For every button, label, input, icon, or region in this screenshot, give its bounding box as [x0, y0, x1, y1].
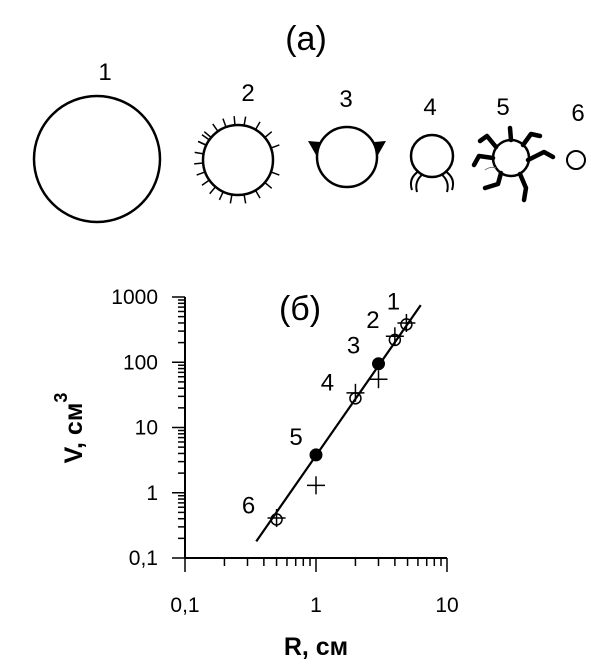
- cilium: [233, 116, 236, 126]
- x-ticks: 0,1 1 10: [170, 558, 459, 617]
- y-tick-label: 0,1: [129, 547, 158, 570]
- cilium: [212, 123, 219, 132]
- cilium: [254, 121, 261, 131]
- cilium: [254, 189, 261, 199]
- markers: [267, 313, 416, 528]
- cilium: [264, 131, 273, 139]
- cilium: [194, 162, 204, 165]
- shape-6-number: 6: [571, 100, 584, 127]
- point-label: 4: [321, 369, 334, 396]
- shape-3-number: 3: [339, 86, 352, 113]
- point-label: 5: [289, 424, 302, 451]
- y-tick-label: 1: [146, 482, 158, 505]
- x-axis-title: R, см: [284, 633, 348, 661]
- small-plain-circle-icon: [566, 150, 586, 170]
- y-tick-label: 10: [135, 417, 158, 440]
- shape-4-number: 4: [423, 94, 436, 121]
- cilium: [243, 116, 247, 126]
- circle-with-six-bent-arms-icon: [471, 125, 556, 203]
- panel-a: (a) 1 2 3 4 5: [32, 20, 586, 224]
- shape-1-number: 1: [98, 59, 111, 86]
- cilium: [201, 134, 210, 141]
- open-circle-marker: [388, 333, 402, 347]
- x-tick-label: 10: [435, 594, 458, 617]
- fit-line-group: [255, 304, 422, 542]
- cilium: [270, 144, 280, 149]
- cilium: [270, 171, 280, 176]
- circle-with-two-curved-legs-icon: [409, 133, 455, 193]
- panel-a-label: (a): [285, 20, 327, 58]
- y-axis-title-group: V, см3: [51, 393, 88, 464]
- cilium: [218, 191, 224, 201]
- shape-2-number: 2: [241, 80, 254, 107]
- point-label: 2: [366, 307, 379, 334]
- cilium: [194, 151, 204, 155]
- cilium: [209, 186, 217, 195]
- filled-circle-marker: [309, 448, 323, 462]
- plus-marker: [369, 370, 388, 389]
- filled-circle-marker: [372, 357, 386, 371]
- cilium: [203, 131, 212, 139]
- large-plain-circle-icon: [32, 94, 162, 224]
- point-labels: 6 4 21 5 3: [242, 288, 400, 519]
- circle-with-two-triangular-points-icon: [308, 125, 386, 189]
- point-label: 3: [347, 333, 360, 360]
- x-tick-label: 0,1: [170, 594, 199, 617]
- chart-panel-label: (б): [279, 290, 321, 328]
- cilium: [197, 140, 207, 146]
- y-ticks: 0,1 1 10 100 1000: [111, 286, 185, 570]
- open-circle-marker: [270, 513, 283, 526]
- cilium: [243, 194, 247, 204]
- y-tick-label: 1000: [111, 286, 158, 309]
- x-tick-label: 1: [310, 594, 322, 617]
- open-circle-marker: [349, 392, 362, 405]
- plus-marker: [307, 476, 325, 495]
- point-label: 6: [242, 492, 255, 519]
- y-tick-label: 100: [123, 351, 158, 374]
- open-circle-marker: [400, 318, 413, 331]
- plus-marker: [385, 327, 404, 346]
- fit-line: [255, 304, 422, 542]
- cilium: [201, 179, 210, 186]
- cilium: [229, 194, 233, 204]
- y-axis-title: V, см3: [51, 393, 88, 464]
- shape-5-number: 5: [496, 94, 509, 121]
- cilium: [264, 181, 273, 189]
- point-label: 1: [387, 288, 400, 315]
- cilium: [196, 171, 206, 176]
- circle-with-short-cilia-icon: [194, 116, 280, 204]
- cilium: [222, 118, 227, 128]
